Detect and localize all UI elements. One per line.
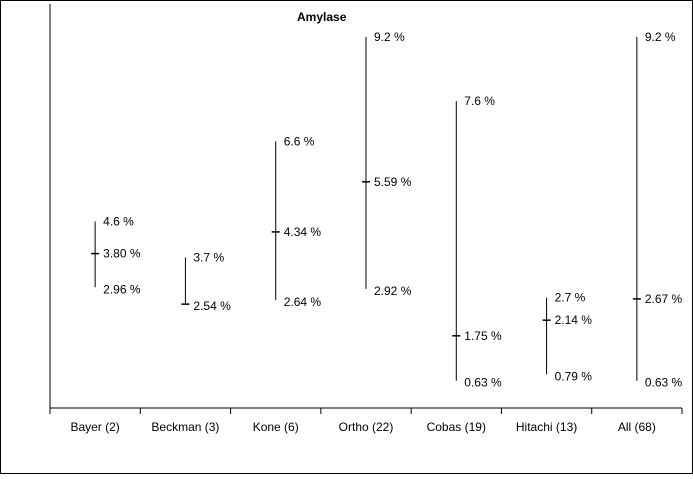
x-tick-label: Cobas (19) <box>427 420 486 434</box>
x-axis-category-labels: Bayer (2) Beckman (3) Kone (6) Ortho (22) Co… <box>70 420 655 434</box>
mid-value-label: 2.54 % <box>193 299 231 313</box>
chart-title: Amylase <box>297 10 347 24</box>
mid-value-label: 4.34 % <box>284 225 322 239</box>
high-value-label: 7.6 % <box>464 94 495 108</box>
low-value-label: 2.96 % <box>103 282 141 296</box>
mid-value-label: 3.80 % <box>103 247 141 261</box>
high-value-label: 2.7 % <box>555 291 586 305</box>
mid-value-label: 2.14 % <box>555 313 593 327</box>
low-value-label: 0.79 % <box>555 369 593 383</box>
mid-value-label: 5.59 % <box>374 175 412 189</box>
x-tick-label: Hitachi (13) <box>516 420 577 434</box>
range-series: 4.6 % 3.80 % 2.96 % 3.7 % 2.54 % 6.6 % 4.34 % 2… <box>91 30 683 390</box>
x-tick-label: All (68) <box>618 420 656 434</box>
x-tick-label: Bayer (2) <box>70 420 119 434</box>
high-value-label: 3.7 % <box>193 251 224 265</box>
mid-value-label: 2.67 % <box>645 292 683 306</box>
low-value-label: 0.63 % <box>464 376 502 390</box>
x-tick-label: Ortho (22) <box>339 420 394 434</box>
low-value-label: 2.92 % <box>374 284 412 298</box>
high-value-label: 9.2 % <box>645 30 676 44</box>
high-value-label: 6.6 % <box>284 134 315 148</box>
high-value-label: 4.6 % <box>103 214 134 228</box>
low-value-label: 2.64 % <box>284 295 322 309</box>
mid-value-label: 1.75 % <box>464 329 502 343</box>
x-axis-ticks <box>49 408 683 414</box>
x-tick-label: Beckman (3) <box>151 420 219 434</box>
low-value-label: 0.63 % <box>645 376 683 390</box>
x-tick-label: Kone (6) <box>253 420 299 434</box>
high-value-label: 9.2 % <box>374 30 405 44</box>
